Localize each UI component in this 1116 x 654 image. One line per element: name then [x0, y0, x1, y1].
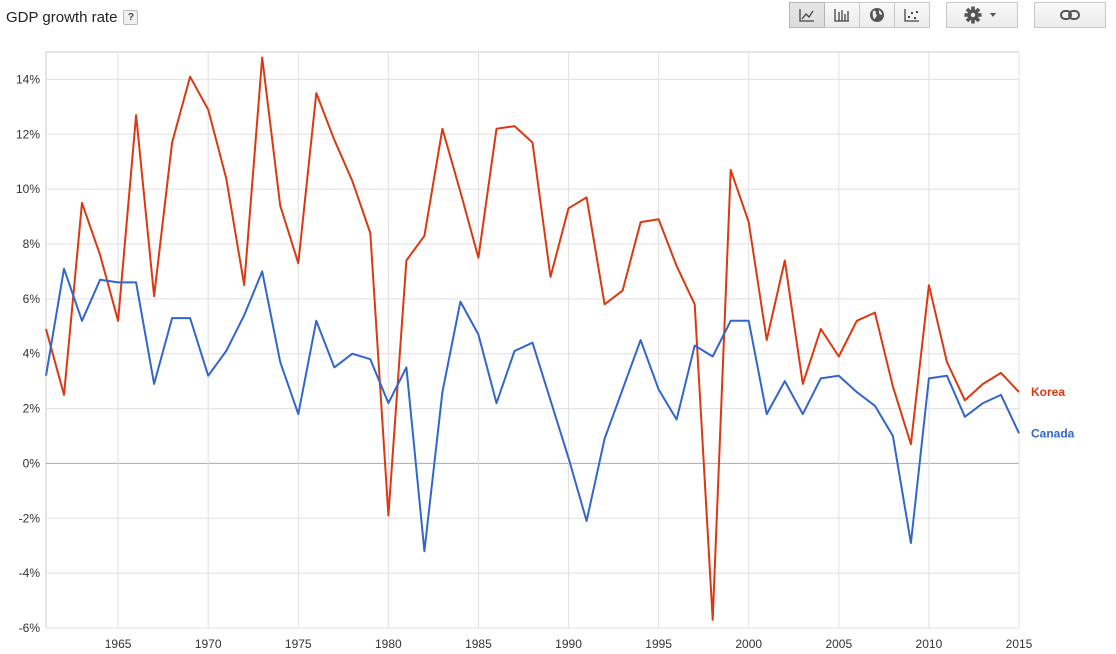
- x-tick-label: 2010: [916, 637, 943, 651]
- link-icon: [1060, 10, 1080, 20]
- link-button[interactable]: [1034, 2, 1106, 28]
- y-tick-label: -4%: [19, 566, 41, 580]
- y-tick-label: -2%: [19, 511, 41, 525]
- legend: Korea Canada: [1031, 385, 1075, 440]
- x-tick-label: 1990: [555, 637, 582, 651]
- y-tick-label: 12%: [16, 127, 40, 141]
- chart-series: [45, 56, 1020, 621]
- settings-toolbar: [946, 2, 1018, 28]
- line-chart-button[interactable]: [789, 2, 825, 28]
- globe-icon: [870, 8, 884, 22]
- y-tick-label: 6%: [23, 292, 41, 306]
- y-axis: -6% -4% -2% 0% 2% 4% 6% 8% 10% 12% 14%: [16, 72, 40, 635]
- bar-chart-button[interactable]: [825, 2, 860, 28]
- line-chart-icon: [799, 9, 814, 22]
- series-label-korea[interactable]: Korea: [1031, 385, 1065, 399]
- chart-type-toolbar: [789, 2, 930, 28]
- chevron-down-icon: [990, 13, 996, 17]
- x-tick-label: 1965: [105, 637, 132, 651]
- y-tick-label: 0%: [23, 456, 41, 470]
- y-tick-label: 14%: [16, 72, 40, 86]
- series-line-canada[interactable]: [45, 267, 1020, 553]
- y-tick-label: -6%: [19, 621, 41, 635]
- chart-header: GDP growth rate ?: [6, 6, 139, 28]
- map-chart-button[interactable]: [860, 2, 895, 28]
- plot-area-border: [45, 51, 1020, 629]
- x-tick-label: 2005: [825, 637, 852, 651]
- x-tick-label: 1995: [645, 637, 672, 651]
- y-tick-label: 10%: [16, 182, 40, 196]
- x-tick-label: 1980: [375, 637, 402, 651]
- series-line-korea[interactable]: [45, 56, 1020, 621]
- x-tick-label: 1985: [465, 637, 492, 651]
- y-tick-label: 2%: [23, 402, 41, 416]
- help-button[interactable]: ?: [123, 9, 139, 25]
- scatter-chart-button[interactable]: [895, 2, 930, 28]
- y-tick-label: 8%: [23, 237, 41, 251]
- gear-icon: [964, 6, 996, 24]
- x-tick-label: 1970: [195, 637, 222, 651]
- x-tick-label: 2000: [735, 637, 762, 651]
- series-label-canada[interactable]: Canada: [1031, 426, 1075, 440]
- x-axis: 1965 1970 1975 1980 1985 1990 1995 2000 2005 2010…: [105, 637, 1033, 651]
- x-tick-label: 1975: [285, 637, 312, 651]
- scatter-chart-icon: [904, 9, 919, 22]
- y-tick-label: 4%: [23, 347, 41, 361]
- chart-grid: [45, 51, 1020, 629]
- x-tick-label: 2015: [1006, 637, 1033, 651]
- settings-button[interactable]: [946, 2, 1018, 28]
- page-title: GDP growth rate: [6, 8, 118, 26]
- link-toolbar: [1034, 2, 1106, 28]
- bar-chart-icon: [834, 9, 849, 22]
